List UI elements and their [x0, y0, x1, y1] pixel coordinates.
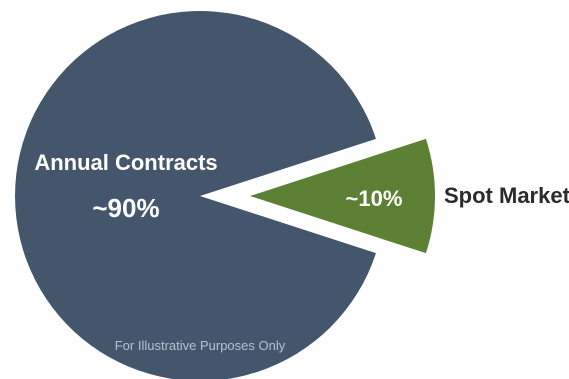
annual-contracts-label: Annual Contracts — [34, 150, 217, 175]
spot-market-value-label: ~10% — [346, 186, 403, 211]
pie-slice-spot-market — [250, 138, 435, 254]
annual-contracts-value-label: ~90% — [92, 193, 159, 223]
illustrative-note: For Illustrative Purposes Only — [115, 338, 286, 353]
pie-slices — [15, 11, 435, 379]
pie-slice-annual-contracts — [15, 11, 376, 379]
spot-market-label: Spot Market — [444, 183, 569, 208]
